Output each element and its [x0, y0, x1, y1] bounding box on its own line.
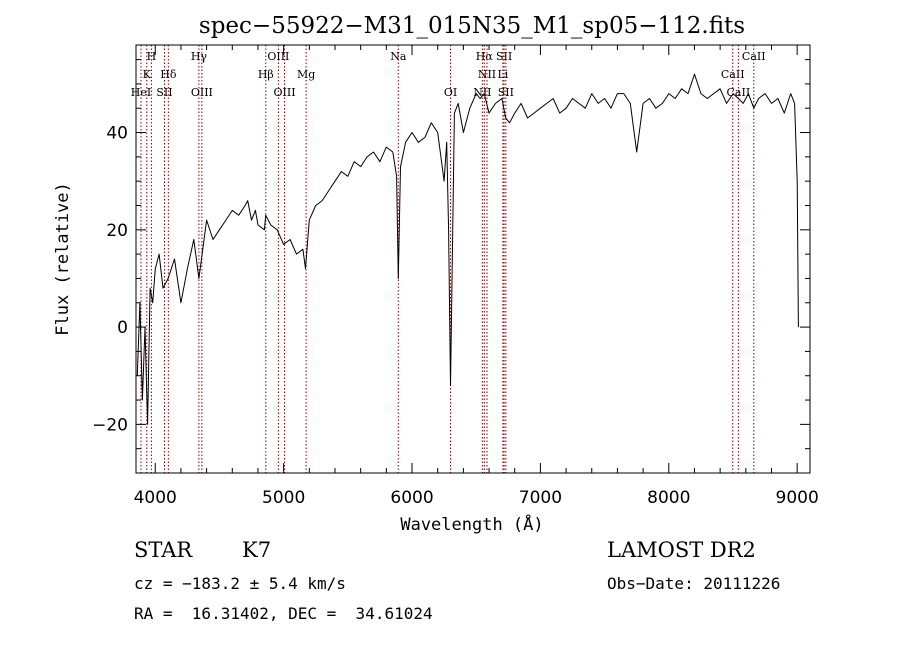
y-tick-label: 40 [106, 124, 128, 144]
y-tick-label: 0 [117, 318, 128, 338]
line-label-20: CaII [721, 68, 745, 81]
line-label-12: OI [444, 86, 457, 99]
y-tick-label: 20 [106, 221, 128, 241]
object-subclass: K7 [242, 538, 272, 562]
axis-ticks: 4000 5000 6000 7000 8000 9000 −20 0 20 40 [92, 45, 819, 508]
line-label-19: CaII [742, 50, 766, 63]
spectrum-series [136, 73, 799, 425]
x-axis-label: Wavelength (Å) [400, 513, 543, 535]
line-label-14: SII [496, 50, 512, 63]
x-tick-label: 8000 [647, 488, 690, 508]
object-class: STAR [134, 538, 193, 562]
y-axis-label: Flux (relative) [53, 182, 73, 336]
line-label-15: NII [478, 68, 496, 81]
line-label-17: NII [473, 86, 491, 99]
line-label-1: K [143, 68, 152, 81]
line-label-0: H [147, 50, 157, 63]
line-label-8: Hβ [258, 68, 274, 81]
line-label-7: OIII [267, 50, 289, 63]
x-tick-label: 6000 [390, 488, 433, 508]
line-label-3: SII [156, 86, 172, 99]
line-label-18: SII [498, 86, 514, 99]
y-tick-label: −20 [92, 415, 128, 435]
line-label-16: Li [497, 68, 508, 81]
line-label-13: Hα [476, 50, 494, 63]
x-tick-label: 5000 [262, 488, 305, 508]
redshift-cz: cz = −183.2 ± 5.4 km/s [134, 574, 346, 593]
line-label-6: OIII [191, 86, 213, 99]
line-label-4: Hδ [160, 68, 177, 81]
survey-name: LAMOST DR2 [607, 538, 756, 562]
line-label-2: HeI [131, 86, 151, 99]
line-label-11: Na [390, 50, 407, 63]
spectrum-line-0 [136, 73, 799, 425]
line-label-9: OIII [274, 86, 296, 99]
chart-title: spec−55922−M31_015N35_M1_sp05−112.fits [199, 13, 745, 39]
line-label-10: Mg [297, 68, 315, 81]
line-label-5: Hγ [191, 50, 208, 63]
ra-dec: RA = 16.31402, DEC = 34.61024 [134, 604, 433, 623]
x-tick-label: 4000 [134, 488, 177, 508]
observation-date: Obs−Date: 20111226 [607, 574, 781, 593]
line-label-21: CaII [727, 86, 751, 99]
x-tick-label: 7000 [519, 488, 562, 508]
x-tick-label: 9000 [776, 488, 819, 508]
plot-frame [135, 44, 811, 474]
